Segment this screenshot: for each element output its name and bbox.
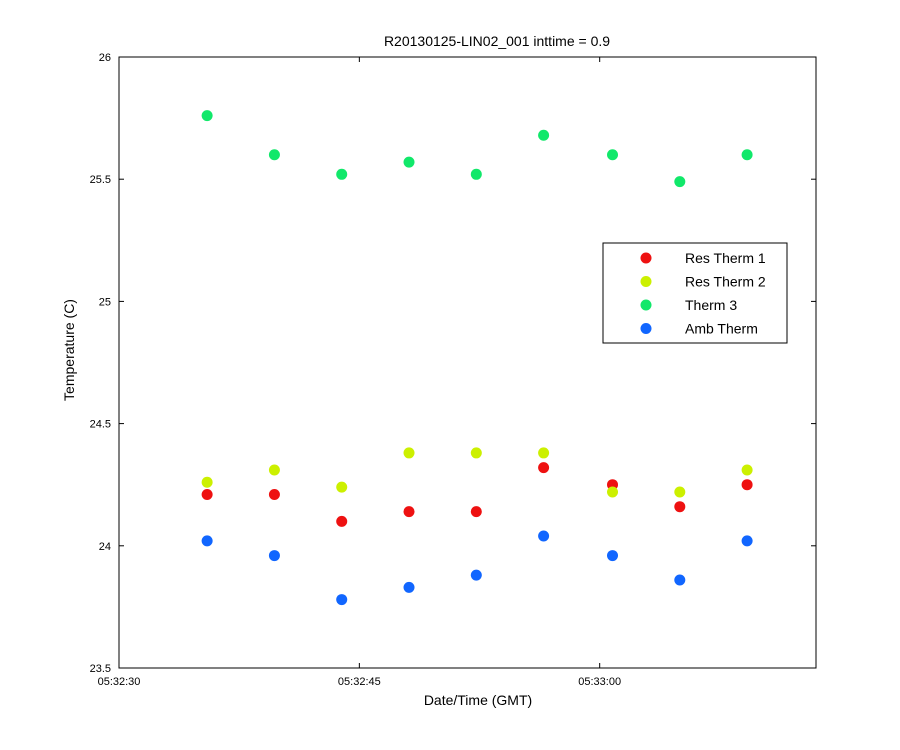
point-res-therm-2 <box>741 464 753 476</box>
point-res-therm-1 <box>538 462 550 474</box>
legend-box <box>602 242 788 344</box>
y-tick-label: 23.5 <box>90 663 111 675</box>
point-res-therm-2 <box>336 481 348 493</box>
point-amb-therm <box>470 569 482 581</box>
point-amb-therm <box>538 530 550 542</box>
x-axis: 05:32:30 05:32:45 05:33:00 <box>98 57 621 688</box>
y-axis-label: Temperature (C) <box>61 299 77 401</box>
point-res-therm-2 <box>403 447 415 459</box>
point-res-therm-2 <box>470 447 482 459</box>
x-tick-label: 05:32:45 <box>338 676 381 688</box>
y-tick-label: 24.5 <box>90 419 111 431</box>
point-therm-3 <box>403 156 415 168</box>
point-res-therm-2 <box>268 464 280 476</box>
point-res-therm-2 <box>201 476 213 488</box>
data-points <box>201 110 753 606</box>
x-axis-label: Date/Time (GMT) <box>424 692 532 708</box>
point-res-therm-1 <box>403 506 415 518</box>
legend-marker <box>640 323 652 334</box>
y-tick-label: 25.5 <box>90 174 111 186</box>
legend-label: Amb Therm <box>685 321 758 337</box>
point-therm-3 <box>268 149 280 161</box>
point-res-therm-1 <box>470 506 482 518</box>
point-therm-3 <box>201 110 213 122</box>
y-tick-label: 25 <box>99 296 111 308</box>
legend: Res Therm 1 Res Therm 2 Therm 3 Amb Therm <box>602 242 788 344</box>
y-tick-label: 26 <box>99 52 111 64</box>
legend-label: Res Therm 2 <box>685 274 766 290</box>
point-res-therm-1 <box>674 501 686 513</box>
point-res-therm-2 <box>674 486 686 498</box>
point-therm-3 <box>538 129 550 141</box>
legend-label: Res Therm 1 <box>685 250 766 266</box>
y-axis: 23.5 24 24.5 25 25.5 26 <box>90 52 816 675</box>
legend-label: Therm 3 <box>685 297 737 313</box>
point-therm-3 <box>741 149 753 161</box>
point-res-therm-2 <box>538 447 550 459</box>
plot-area <box>118 56 817 669</box>
point-amb-therm <box>674 574 686 586</box>
x-tick-label: 05:32:30 <box>98 676 141 688</box>
x-tick-label: 05:33:00 <box>578 676 621 688</box>
point-amb-therm <box>268 550 280 562</box>
point-res-therm-1 <box>201 488 213 500</box>
point-res-therm-1 <box>336 515 348 527</box>
legend-marker <box>640 276 652 287</box>
legend-marker <box>640 252 652 264</box>
point-amb-therm <box>607 550 619 562</box>
point-res-therm-1 <box>741 479 753 491</box>
y-tick-label: 24 <box>99 541 111 553</box>
point-amb-therm <box>336 594 348 606</box>
point-amb-therm <box>741 535 753 547</box>
point-therm-3 <box>470 168 482 180</box>
point-res-therm-1 <box>268 488 280 500</box>
point-therm-3 <box>674 176 686 188</box>
point-therm-3 <box>336 168 348 180</box>
point-amb-therm <box>201 535 213 547</box>
legend-marker <box>640 299 652 311</box>
point-therm-3 <box>607 149 619 161</box>
point-amb-therm <box>403 581 415 593</box>
point-res-therm-2 <box>607 486 619 498</box>
chart-title: R20130125-LIN02_001 inttime = 0.9 <box>384 33 610 49</box>
